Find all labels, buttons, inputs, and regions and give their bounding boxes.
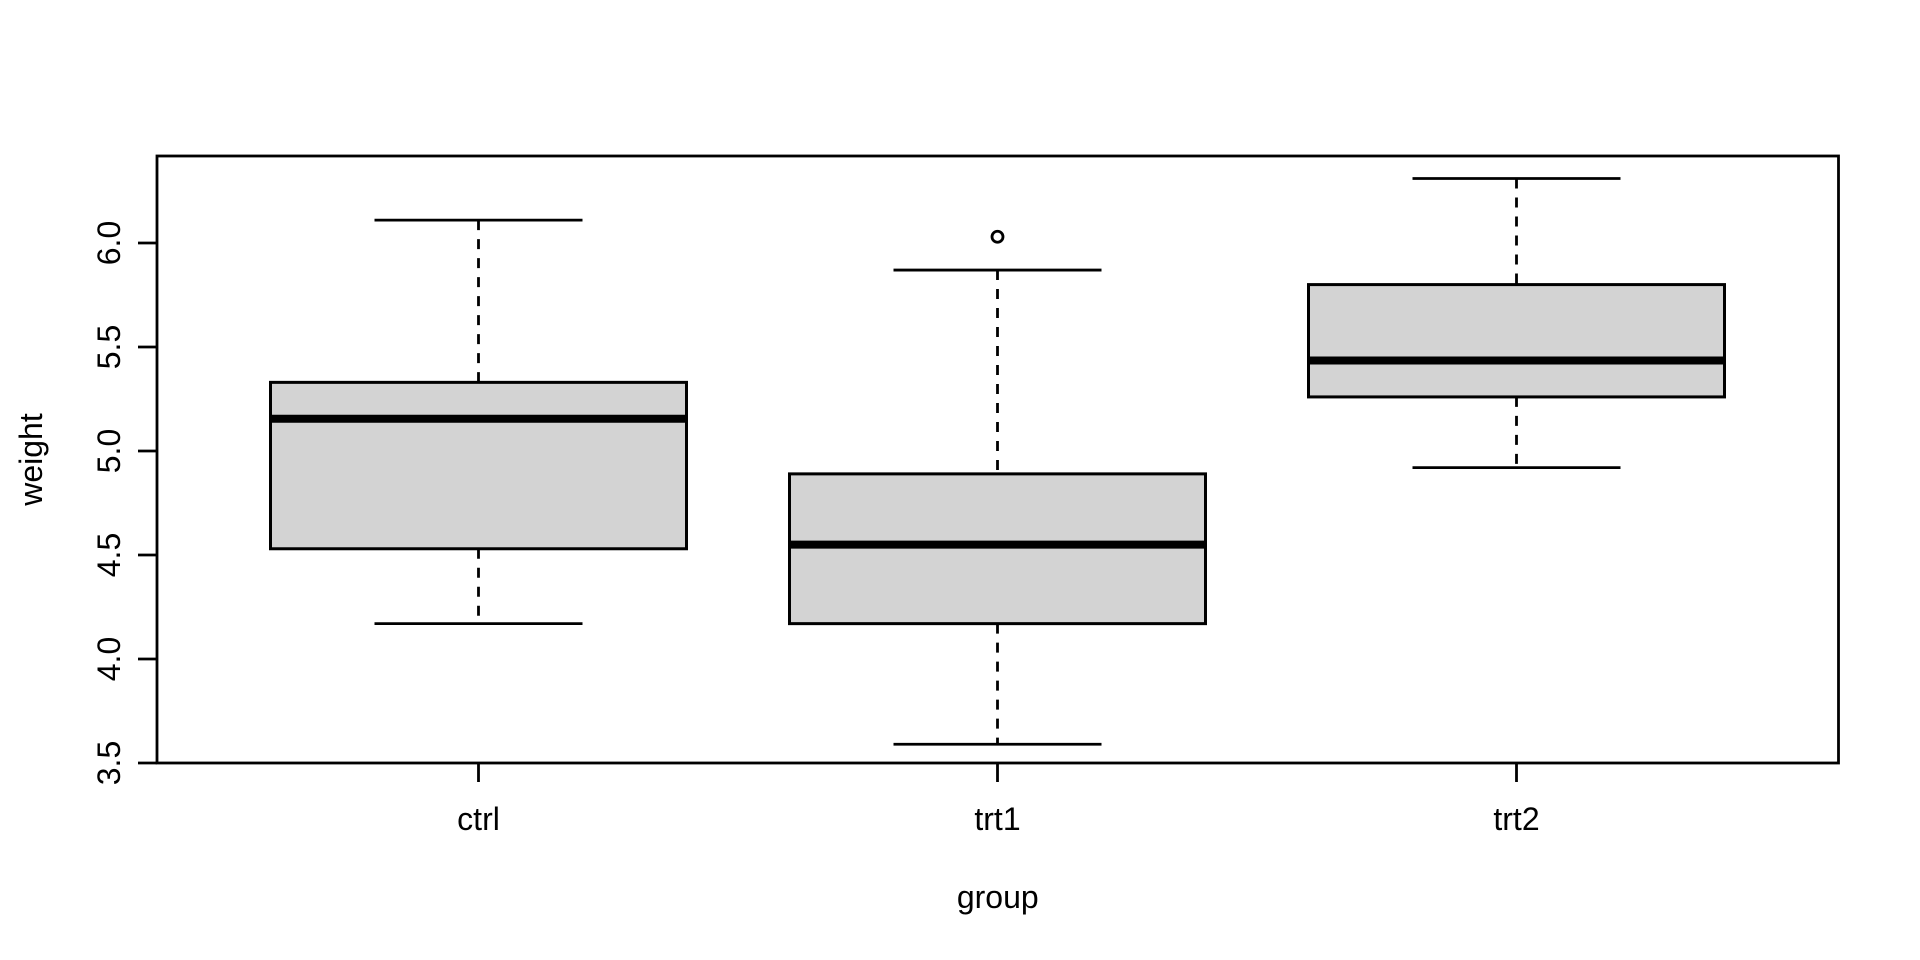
x-axis-tick-label: ctrl bbox=[457, 801, 500, 837]
x-axis-tick-label: trt2 bbox=[1493, 801, 1539, 837]
y-axis-tick-label: 3.5 bbox=[91, 741, 127, 785]
plot-border bbox=[155, 154, 1840, 765]
outlier-point bbox=[990, 229, 1005, 244]
box-trt1 bbox=[788, 472, 1207, 626]
box-ctrl bbox=[269, 380, 688, 551]
y-axis-tick-label: 6.0 bbox=[91, 221, 127, 265]
y-axis-tick-label: 4.0 bbox=[91, 637, 127, 681]
y-axis-tick-label: 5.0 bbox=[91, 429, 127, 473]
x-axis-tick-label: trt1 bbox=[974, 801, 1020, 837]
y-axis-title: weight bbox=[13, 413, 49, 507]
box-trt2 bbox=[1307, 283, 1726, 399]
x-axis-title: group bbox=[957, 879, 1039, 915]
y-axis-tick-label: 4.5 bbox=[91, 533, 127, 577]
y-axis-tick-label: 5.5 bbox=[91, 325, 127, 369]
